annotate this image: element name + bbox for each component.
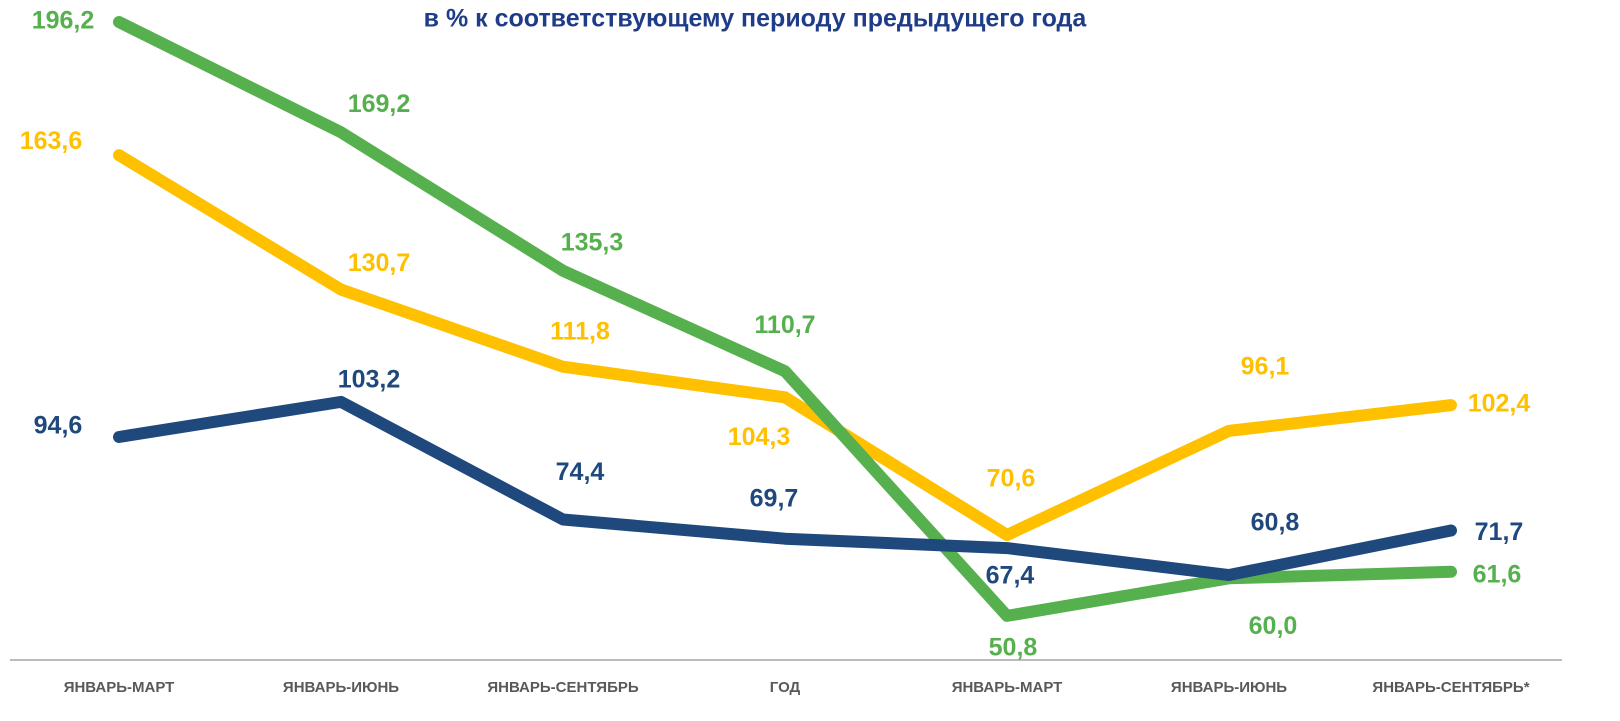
- data-label: 130,7: [348, 249, 411, 277]
- data-label: 70,6: [987, 465, 1036, 493]
- series-line: [113, 395, 1457, 582]
- data-label: 67,4: [986, 562, 1035, 590]
- x-tick-label: ГОД: [770, 679, 801, 696]
- data-label: 110,7: [754, 311, 815, 339]
- data-label: 169,2: [348, 90, 411, 118]
- data-label: 96,1: [1241, 352, 1290, 380]
- data-label: 196,2: [32, 7, 95, 35]
- data-label: 111,8: [550, 317, 610, 345]
- x-tick-label: ЯНВАРЬ-МАРТ: [64, 679, 175, 696]
- data-label: 103,2: [338, 365, 401, 393]
- x-tick-label: ЯНВАРЬ-ИЮНЬ: [283, 679, 399, 696]
- data-label: 50,8: [989, 633, 1038, 661]
- x-tick-label: ЯНВАРЬ-СЕНТЯБРЬ: [487, 679, 639, 696]
- data-label: 71,7: [1475, 518, 1524, 546]
- data-label: 104,3: [728, 423, 791, 451]
- data-label: 135,3: [561, 228, 624, 256]
- data-label: 60,8: [1251, 509, 1300, 537]
- x-tick-label: ЯНВАРЬ-СЕНТЯБРЬ*: [1372, 679, 1529, 696]
- data-label: 69,7: [750, 484, 799, 512]
- data-label: 94,6: [34, 412, 83, 440]
- data-label: 163,6: [20, 127, 83, 155]
- x-tick-label: ЯНВАРЬ-МАРТ: [952, 679, 1063, 696]
- data-label: 60,0: [1249, 612, 1298, 640]
- data-label: 61,6: [1473, 560, 1522, 588]
- data-label: 102,4: [1468, 390, 1531, 418]
- data-label: 74,4: [556, 458, 605, 486]
- series-line: [113, 149, 1457, 542]
- x-tick-label: ЯНВАРЬ-ИЮНЬ: [1171, 679, 1287, 696]
- chart-title: в % к соответствующему периоду предыдуще…: [424, 5, 1088, 33]
